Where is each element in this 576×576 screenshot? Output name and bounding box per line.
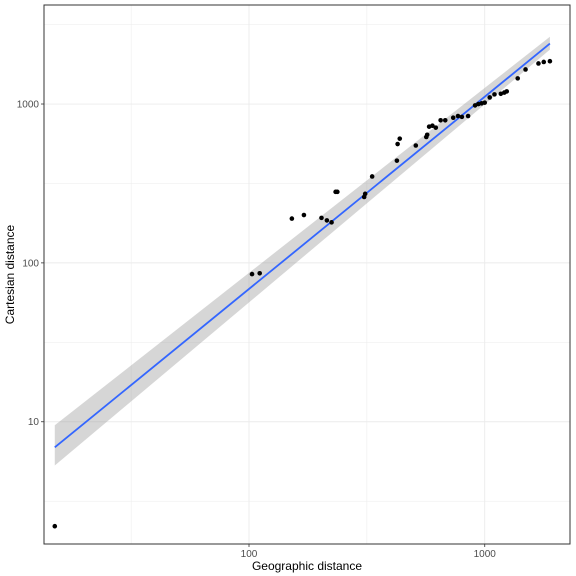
data-points xyxy=(52,58,553,529)
y-axis-title: Cartesian distance xyxy=(3,224,17,324)
y-tick-label: 100 xyxy=(22,258,39,269)
data-point xyxy=(289,216,295,221)
data-point xyxy=(52,523,58,529)
panel-border xyxy=(43,4,571,545)
data-point xyxy=(459,114,465,120)
plot-panel xyxy=(43,4,571,545)
data-point xyxy=(523,67,528,72)
data-point xyxy=(413,143,419,148)
data-point xyxy=(450,115,456,121)
x-axis: 100 1000 xyxy=(241,544,497,560)
data-point xyxy=(442,117,448,123)
data-point xyxy=(482,100,488,105)
data-point xyxy=(301,212,307,218)
data-point xyxy=(369,174,375,179)
data-point xyxy=(397,136,403,141)
y-axis: 10 100 1000 xyxy=(17,100,44,428)
data-point xyxy=(329,220,334,225)
data-point xyxy=(362,191,368,197)
y-tick-label: 10 xyxy=(28,417,40,428)
data-point xyxy=(324,218,330,223)
data-point xyxy=(465,113,471,119)
data-point xyxy=(394,158,400,163)
data-point xyxy=(430,123,435,129)
data-point xyxy=(438,117,443,123)
panel-background xyxy=(44,5,570,544)
x-tick-label: 100 xyxy=(241,549,258,560)
data-point xyxy=(504,89,510,94)
fit-line xyxy=(54,42,551,449)
data-point xyxy=(536,61,541,66)
x-tick-label: 1000 xyxy=(474,549,497,560)
data-point xyxy=(541,59,547,65)
data-point xyxy=(455,113,461,119)
data-point xyxy=(319,215,324,221)
data-point xyxy=(487,95,493,100)
y-tick-label: 1000 xyxy=(17,100,40,111)
data-point xyxy=(395,141,400,147)
data-point xyxy=(492,92,497,97)
data-point xyxy=(547,58,553,64)
data-point xyxy=(335,189,340,195)
data-point xyxy=(515,76,521,81)
data-point xyxy=(249,271,255,277)
data-point xyxy=(424,132,430,138)
data-point xyxy=(433,125,439,130)
data-point xyxy=(257,270,262,276)
x-axis-title: Geographic distance xyxy=(252,559,362,573)
